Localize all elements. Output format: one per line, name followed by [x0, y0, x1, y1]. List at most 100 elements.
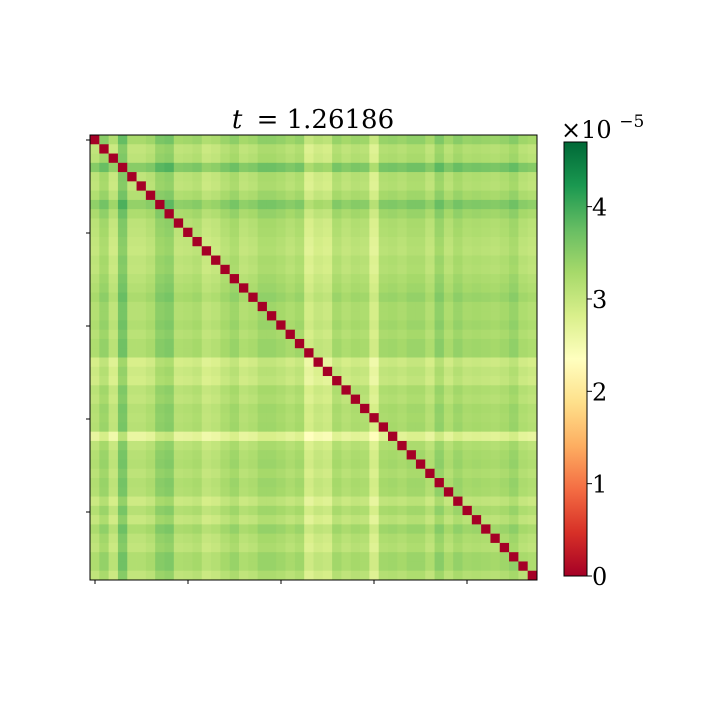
heatmap-cell [192, 357, 203, 368]
heatmap-cell [285, 468, 296, 479]
heatmap-cell [192, 515, 203, 525]
heatmap-cell [266, 478, 277, 488]
heatmap-cell [509, 496, 519, 507]
heatmap-cell [406, 487, 417, 497]
heatmap-cell [406, 552, 417, 562]
heatmap-cell [322, 542, 333, 553]
heatmap-cell [211, 478, 221, 488]
heatmap-cell [341, 329, 352, 340]
heatmap-cell [211, 366, 221, 377]
heatmap-cell [425, 450, 435, 460]
heatmap-cell [397, 357, 408, 368]
heatmap-cell [192, 135, 203, 145]
heatmap-cell [462, 487, 473, 497]
heatmap-cell [415, 552, 426, 562]
heatmap-cell [341, 144, 352, 154]
heatmap-cell [285, 190, 296, 201]
heatmap-cell [173, 515, 184, 525]
heatmap-cell [499, 533, 510, 544]
heatmap-cell [220, 153, 231, 164]
heatmap-cell [388, 515, 398, 525]
heatmap-cell [388, 199, 398, 210]
heatmap-cell [443, 366, 454, 377]
heatmap-cell [425, 329, 435, 340]
heatmap-cell [145, 505, 156, 516]
heatmap-cell [211, 561, 221, 572]
heatmap-cell [369, 478, 380, 488]
heatmap-cell [173, 181, 184, 192]
heatmap-cell [341, 468, 352, 479]
heatmap-cell [211, 144, 221, 154]
heatmap-cell [229, 413, 240, 423]
heatmap-cell [360, 496, 370, 507]
heatmap-cell [99, 162, 110, 173]
heatmap-cell [211, 385, 221, 395]
heatmap-cell [183, 561, 193, 572]
heatmap-cell [266, 459, 277, 470]
heatmap-cell [155, 478, 165, 488]
heatmap-cell [145, 366, 156, 377]
heatmap-cell [136, 385, 147, 395]
heatmap-cell [99, 542, 110, 553]
heatmap-cell [434, 570, 445, 581]
heatmap-cell [257, 422, 268, 433]
heatmap-cell [499, 487, 510, 497]
heatmap-cell [201, 478, 212, 488]
heatmap-cell [453, 162, 463, 173]
heatmap-cell [276, 144, 286, 154]
heatmap-cell [127, 542, 137, 553]
heatmap-cell [136, 255, 147, 266]
heatmap-cell [248, 209, 259, 219]
heatmap-cell [294, 487, 305, 497]
heatmap-cell [99, 487, 110, 497]
heatmap-cell [117, 236, 128, 247]
heatmap-cell [201, 338, 212, 349]
heatmap-cell [99, 274, 110, 284]
heatmap-cell [183, 274, 193, 284]
heatmap-cell [145, 199, 156, 210]
heatmap-cell [360, 440, 370, 451]
heatmap-cell [90, 311, 100, 321]
heatmap-cell [266, 190, 277, 201]
heatmap-cell [434, 366, 445, 377]
heatmap-cell [276, 190, 286, 201]
heatmap-cell [388, 459, 398, 470]
heatmap-cell [397, 274, 408, 284]
heatmap-cell [99, 385, 110, 395]
heatmap-cell [350, 357, 361, 368]
heatmap-cell [388, 413, 398, 423]
heatmap-cell [145, 422, 156, 433]
heatmap-cell [266, 329, 277, 340]
heatmap-cell [239, 487, 249, 497]
heatmap-cell [471, 236, 482, 247]
heatmap-cell [173, 468, 184, 479]
heatmap-cell [276, 478, 286, 488]
heatmap-cell [192, 487, 203, 497]
heatmap-cell [471, 218, 482, 229]
heatmap-cell [471, 496, 482, 507]
heatmap-cell [127, 487, 137, 497]
heatmap-cell [285, 135, 296, 145]
heatmap-cell [229, 487, 240, 497]
heatmap-cell [388, 450, 398, 460]
heatmap-cell [443, 292, 454, 303]
heatmap-cell [434, 135, 445, 145]
heatmap-cell [490, 385, 501, 395]
heatmap-cell [527, 478, 538, 488]
heatmap-cell [360, 561, 370, 572]
heatmap-cell [285, 561, 296, 572]
heatmap-cell [388, 348, 398, 358]
heatmap-cell [99, 283, 110, 293]
heatmap-cell [527, 524, 538, 535]
heatmap-cell [266, 199, 277, 210]
heatmap-cell [239, 311, 249, 321]
heatmap-cell [453, 515, 463, 525]
heatmap-cell [453, 552, 463, 562]
heatmap-cell [453, 348, 463, 358]
heatmap-cell [99, 403, 110, 414]
heatmap-cell [471, 329, 482, 340]
heatmap-cell [397, 385, 408, 395]
heatmap-cell [192, 255, 203, 266]
heatmap-cell [397, 450, 408, 460]
heatmap-cell [462, 533, 473, 544]
